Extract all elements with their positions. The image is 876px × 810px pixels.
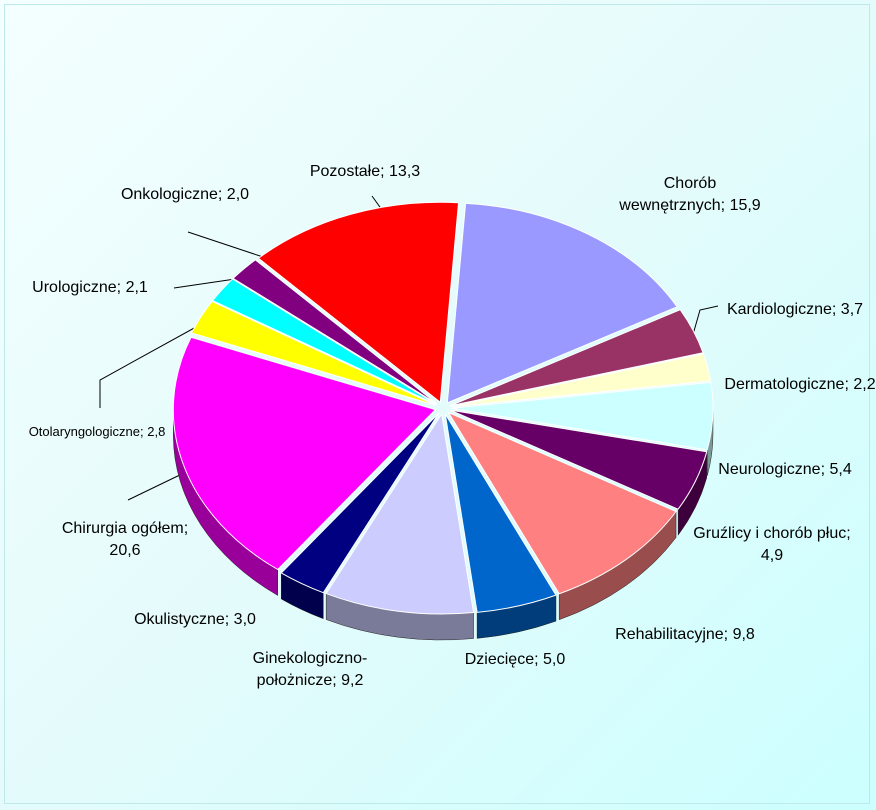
data-label: Chirurgia ogółem; 20,6 — [55, 518, 195, 562]
data-label: Ginekologiczno-położnicze; 9,2 — [220, 648, 400, 692]
label-category: Chorób wewnętrznych — [619, 175, 721, 214]
label-separator: ; — [116, 279, 122, 296]
data-label: Urologiczne; 2,1 — [0, 277, 190, 299]
label-separator: ; — [332, 672, 337, 689]
label-value: 20,6 — [109, 542, 141, 559]
label-separator: ; — [139, 424, 144, 439]
data-label: Otolaryngologiczne; 2,8 — [10, 421, 185, 443]
slice — [257, 201, 460, 404]
label-separator: ; — [534, 651, 539, 668]
label-value: 15,9 — [729, 197, 761, 214]
label-separator: ; — [183, 520, 189, 537]
label-value: 9,2 — [341, 672, 364, 689]
label-category: Dziecięce — [464, 651, 535, 668]
label-category: Neurologiczne — [718, 461, 821, 478]
label-value: 4,9 — [760, 547, 784, 564]
data-label: Rehabilitacyjne; 9,8 — [605, 624, 765, 646]
label-value: 5,0 — [543, 651, 566, 668]
slice-side-shade — [173, 409, 278, 596]
data-label: Neurologiczne; 5,4 — [710, 459, 860, 481]
slice — [190, 300, 437, 406]
data-label: Pozostałe; 13,3 — [265, 161, 465, 183]
label-separator: ; — [844, 376, 849, 393]
label-value: 2,2 — [853, 376, 876, 393]
label-category: Otolaryngologiczne — [28, 424, 140, 439]
slice — [450, 353, 712, 408]
label-value: 2,8 — [147, 424, 166, 439]
label-separator: ; — [380, 163, 385, 180]
data-label: Okulistyczne; 3,0 — [95, 609, 295, 631]
data-label: Dermatologiczne; 2,2 — [715, 374, 876, 396]
data-label: Dziecięce; 5,0 — [415, 649, 615, 671]
label-category: Chirurgia ogółem — [61, 520, 184, 537]
slice — [211, 278, 437, 405]
label-value: 5,4 — [829, 461, 852, 478]
label-separator: ; — [723, 626, 729, 643]
leader-line — [127, 471, 187, 501]
label-value: 3,0 — [233, 611, 256, 628]
label-value: 2,1 — [125, 279, 148, 296]
tops — [172, 201, 714, 615]
label-category: Ginekologiczno-położnicze — [252, 650, 368, 689]
leaders — [99, 195, 719, 501]
slice — [280, 412, 440, 594]
slice-side-shade — [281, 572, 324, 619]
leader-line — [187, 231, 267, 259]
leader-line — [99, 315, 217, 408]
slice-side-shade — [477, 595, 556, 639]
slice — [444, 413, 557, 613]
slice — [172, 336, 437, 571]
slice — [446, 202, 678, 404]
data-label: Chorób wewnętrznych; 15,9 — [615, 173, 765, 217]
label-category: Pozostałe — [309, 163, 381, 180]
slice — [232, 259, 438, 405]
leader-line — [173, 277, 243, 289]
label-category: Urologiczne — [32, 279, 117, 296]
label-separator: ; — [831, 301, 837, 318]
label-separator: ; — [820, 461, 826, 478]
data-label: Kardiologiczne; 3,7 — [720, 299, 870, 321]
slice — [450, 309, 704, 407]
label-category: Okulistyczne — [134, 611, 225, 628]
label-separator: ; — [217, 186, 223, 203]
data-label: Onkologiczne; 2,0 — [110, 184, 260, 206]
label-separator: ; — [224, 611, 230, 628]
label-category: Gruźlicy i chorób płuc — [693, 525, 847, 542]
data-label: Gruźlicy i chorób płuc; 4,9 — [687, 523, 857, 567]
label-category: Rehabilitacyjne — [615, 626, 724, 643]
label-category: Onkologiczne — [120, 186, 218, 203]
slice — [325, 412, 475, 615]
slice — [450, 381, 714, 451]
label-value: 9,8 — [732, 626, 755, 643]
slice-side-shade — [707, 408, 713, 476]
label-category: Kardiologiczne — [726, 301, 832, 318]
label-category: Dermatologiczne — [724, 376, 845, 393]
label-value: 13,3 — [389, 163, 421, 180]
label-value: 3,7 — [840, 301, 864, 318]
label-separator: ; — [846, 525, 851, 542]
label-value: 2,0 — [226, 186, 250, 203]
label-separator: ; — [720, 197, 726, 214]
frame — [4, 4, 870, 804]
slice — [450, 409, 708, 510]
slice — [447, 411, 677, 595]
